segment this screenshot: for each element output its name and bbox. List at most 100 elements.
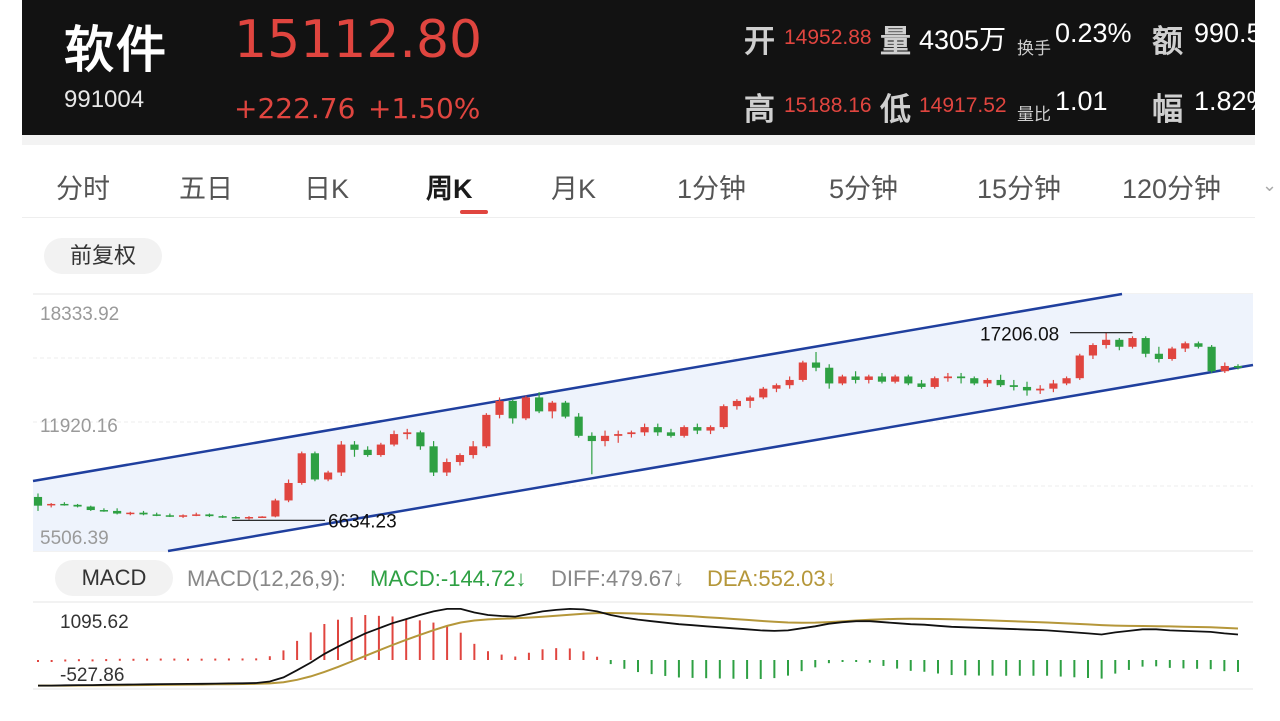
candle-body [1128,338,1137,347]
index-code: 991004 [64,86,145,113]
candle-body [587,435,596,442]
candle-body [640,427,649,433]
candle-body [310,453,320,480]
candle-body [1049,383,1058,389]
chevron-down-icon[interactable]: ⌄ [1262,175,1278,195]
candle-body [337,444,346,473]
candle-body [680,427,689,436]
candle-body [1009,385,1018,387]
open-value: 14952.88 [784,26,872,49]
tab-1min[interactable]: 1分钟 [677,174,747,204]
candle-body [482,414,491,447]
candle-body [455,455,465,463]
candle-body [891,376,900,382]
candle-body [1194,343,1203,347]
tab-intraday[interactable]: 分时 [56,174,110,204]
period-tabs: 分时 五日 日K 周K 月K 1分钟 5分钟 15分钟 120分钟 ⌄ [22,145,1277,218]
macd-indicator-button[interactable]: MACD [55,560,173,596]
candle-body [535,397,544,412]
tab-5min[interactable]: 5分钟 [829,174,899,204]
candle-body [60,503,69,506]
candle-body [719,406,728,428]
candle-body [297,453,306,483]
candle-body [231,517,240,519]
candle-body [970,378,979,384]
candle-body [1141,338,1150,354]
active-tab-indicator [460,210,488,214]
candle-body [469,446,478,456]
candle-body [416,432,425,447]
candle-body [1154,353,1163,359]
candle-body [693,427,702,431]
trend-channel-upper [32,292,1123,483]
candle-body [772,385,781,389]
candle-body [825,367,834,384]
volume-ratio-label: 量比 [1017,105,1051,124]
candle-body [1075,355,1084,379]
volume-value: 4305万 [919,25,1007,55]
macd-y-label-0: 1095.62 [60,612,129,633]
amount-value: 990.5 [1194,18,1255,48]
candle-body [666,432,676,436]
tab-15min[interactable]: 15分钟 [977,174,1062,204]
candle-body [376,444,385,456]
turnover-label: 换手 [1017,39,1051,58]
candle-body [205,514,214,517]
turnover-value: 0.23% [1055,18,1132,48]
candle-body [139,512,148,515]
trend-channel-lower [167,363,1254,553]
candle-body [178,515,188,517]
candle-body [218,516,227,518]
candle-body [495,400,504,415]
candle-body [1207,346,1216,372]
candle-body [614,434,623,436]
tab-five-day[interactable]: 五日 [179,174,233,204]
tab-daily-k[interactable]: 日K [304,174,350,204]
trend-channel-fill [33,294,1253,551]
candle-body [706,427,715,431]
candle-body [1102,339,1111,346]
candle-body [429,446,438,473]
candle-body [1233,365,1243,368]
candle-body [47,503,56,506]
candle-body [389,434,399,445]
candle-body [732,400,741,407]
amplitude-value: 1.82% [1194,86,1255,116]
dea-line [38,611,1239,687]
candle-body [86,506,95,511]
candle-body [284,482,293,501]
quote-header: 软件 991004 15112.80 +222.76 +1.50% 开 1495… [22,0,1255,135]
y-axis-label-1: 11920.16 [40,416,118,437]
candle-body [798,362,807,380]
y-axis-label-2: 5506.39 [40,528,109,549]
candle-body [983,379,992,384]
candle-body [165,515,174,517]
candle-body [152,514,161,516]
candle-body [759,388,768,398]
candle-body [363,449,372,456]
candle-body [1181,343,1190,349]
candle-body [943,376,952,379]
tab-weekly-k[interactable]: 周K [426,174,473,204]
candle-body [785,379,794,386]
adjust-mode-button[interactable]: 前复权 [44,238,162,274]
volume-label: 量 [880,24,911,59]
candle-body [1115,339,1124,347]
candle-body [1062,378,1071,384]
high-annotation-label: 17206.08 [980,325,1059,346]
low-label: 低 [880,92,911,127]
y-axis-label-0: 18333.92 [40,304,119,325]
candle-body [324,472,333,480]
candle-body [244,517,254,519]
candle-body [548,402,557,412]
tab-120min[interactable]: 120分钟 [1122,174,1222,204]
candle-body [442,462,451,473]
macd-params: MACD(12,26,9): [187,566,346,591]
candle-body [1167,348,1177,359]
candle-body [653,427,662,433]
tab-monthly-k[interactable]: 月K [551,174,597,204]
candle-body [258,516,267,519]
candle-body [1088,345,1098,356]
candle-body [73,504,82,507]
